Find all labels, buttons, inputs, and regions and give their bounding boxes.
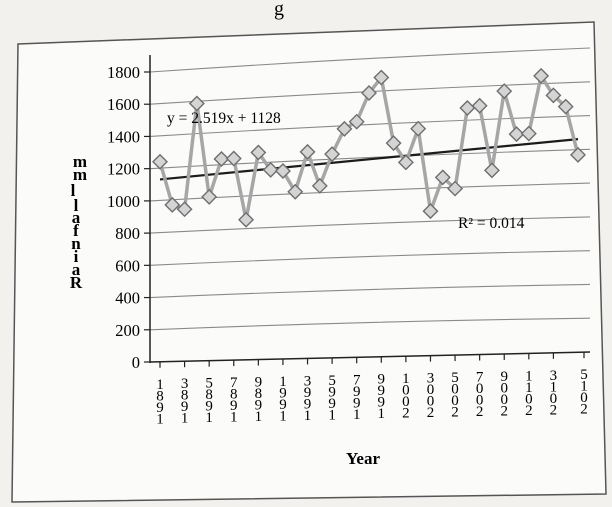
data-point-marker (238, 211, 255, 228)
y-tick-label: 800 (115, 224, 140, 243)
y-tick-label: 1200 (107, 160, 140, 179)
y-tick-label: 1000 (107, 192, 140, 211)
y-axis-title-letter: i (74, 247, 79, 266)
y-axis-title-letter: m (73, 152, 87, 171)
y-axis-title-letter: m (73, 165, 87, 184)
trendline (159, 138, 579, 181)
data-point-marker (299, 143, 316, 160)
gridline (149, 216, 591, 234)
data-point-marker (410, 120, 427, 137)
gridline (149, 148, 591, 170)
data-point-marker (533, 67, 550, 84)
data-point-marker (447, 180, 464, 197)
r-squared-label: R² = 0.014 (458, 215, 525, 232)
data-point-marker (188, 95, 205, 112)
y-tick-label: 0 (132, 353, 140, 372)
y-axis-title-letter: f (73, 221, 79, 240)
data-point-marker (348, 113, 365, 130)
data-point-marker (250, 144, 267, 161)
data-point-marker (570, 146, 586, 163)
y-axis-title-letter: a (72, 208, 81, 227)
header-fragment: g (274, 0, 284, 20)
data-point-marker (311, 177, 328, 194)
data-point-marker (385, 135, 402, 152)
data-point-marker (152, 153, 168, 170)
y-axis-title-letter: n (71, 234, 81, 253)
data-point-marker (176, 201, 193, 218)
y-axis-title-letter: a (72, 260, 81, 279)
data-point-marker (324, 146, 341, 163)
y-tick-label: 200 (115, 321, 140, 340)
data-point-marker (164, 196, 181, 213)
y-axis-title-letter: R (70, 273, 83, 292)
data-point-marker (434, 169, 451, 186)
data-point-marker (262, 161, 279, 178)
y-axis-title-letter: l (71, 181, 76, 200)
data-point-marker (225, 150, 242, 167)
data-point-marker (201, 188, 218, 205)
gridline (149, 283, 591, 299)
y-axis-title-letter: l (74, 196, 79, 215)
chart-frame (11, 21, 607, 503)
data-point-marker (336, 120, 353, 137)
data-point-marker (213, 151, 230, 168)
x-axis-title: Year (346, 449, 380, 468)
y-tick-label: 600 (115, 256, 140, 275)
data-point-marker (471, 97, 488, 114)
gridline (149, 317, 591, 331)
y-tick-label: 1400 (107, 127, 140, 146)
y-tick-label: 1800 (107, 63, 140, 82)
data-point-marker (287, 183, 304, 200)
plot-area: 0 200 400 600 800 1000 1200 1400 1600 1800 1 8 9 1 3 8… (107, 47, 591, 427)
data-point-marker (422, 203, 439, 220)
x-axis-ticks: 1 8 9 1 3 8 9 1 5 8 9 1 7 8 9 1 9 8 9 1 1 9 9 1 3 9 9 1 5 9 9 1 7 9 9 1 9 9 9 1… (156, 352, 588, 427)
data-point-marker (520, 125, 537, 142)
data-point-marker (545, 87, 562, 104)
data-point-marker (483, 162, 500, 179)
y-axis-ticks: 0 200 400 600 800 1000 1200 1400 1600 1800 (107, 63, 150, 372)
y-tick-label: 1600 (107, 95, 140, 114)
x-axis (149, 351, 591, 363)
y-tick-label: 400 (115, 289, 140, 308)
data-point-marker (557, 98, 574, 115)
data-point-marker (496, 83, 513, 100)
data-point-marker (508, 126, 525, 143)
gridline (149, 250, 591, 266)
data-point-marker (274, 163, 291, 179)
data-point-marker (361, 85, 377, 102)
gridline (149, 47, 591, 73)
data-point-marker (373, 69, 390, 86)
series-markers (152, 67, 586, 228)
trend-equation-label: y = 2.519x + 1128 (167, 110, 281, 127)
data-point-marker (397, 154, 414, 171)
